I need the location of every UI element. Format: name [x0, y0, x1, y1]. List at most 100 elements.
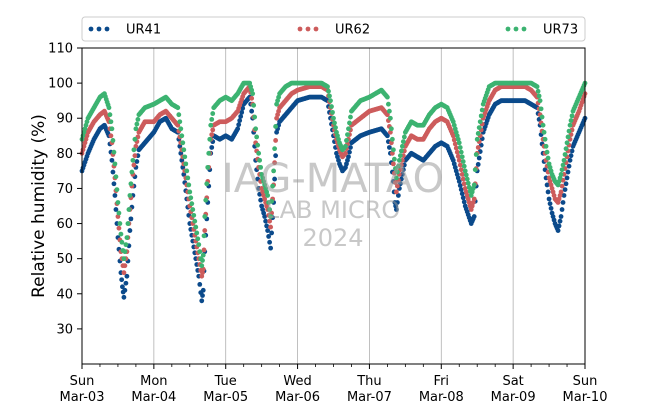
- data-point: [385, 101, 391, 107]
- legend-dot: [313, 26, 319, 32]
- data-point: [272, 176, 278, 182]
- data-point: [479, 107, 485, 113]
- data-point: [458, 187, 464, 193]
- data-point: [200, 293, 205, 298]
- data-point: [271, 168, 277, 174]
- x-tick-label-date: Mar-04: [131, 390, 176, 405]
- data-point: [208, 122, 214, 128]
- data-point: [465, 180, 471, 186]
- data-point: [123, 242, 129, 248]
- data-point: [272, 160, 278, 166]
- data-point: [557, 218, 563, 224]
- x-tick-label-day: Wed: [283, 374, 311, 389]
- data-point: [476, 155, 482, 161]
- data-point: [401, 134, 407, 140]
- data-point: [202, 228, 208, 233]
- data-point: [536, 93, 542, 99]
- data-point: [393, 189, 399, 195]
- data-point: [108, 119, 114, 125]
- data-point: [254, 134, 260, 140]
- series-UR41: [79, 94, 588, 304]
- y-tick-label: 40: [56, 287, 73, 302]
- data-point: [386, 145, 392, 150]
- data-point: [391, 156, 397, 162]
- data-point: [238, 114, 244, 119]
- data-point: [457, 145, 463, 150]
- data-point: [461, 181, 467, 187]
- data-point: [186, 182, 192, 188]
- data-point: [121, 270, 127, 276]
- data-point: [344, 138, 349, 143]
- data-point: [477, 119, 483, 125]
- data-point: [270, 183, 276, 189]
- legend-dot: [96, 26, 102, 32]
- data-point: [193, 224, 199, 230]
- data-point: [566, 163, 572, 169]
- data-point: [133, 126, 139, 132]
- x-tick-label-date: Mar-09: [491, 390, 536, 405]
- data-point: [127, 193, 133, 198]
- y-tick-label: 110: [48, 42, 73, 57]
- x-tick-label-day: Sun: [573, 374, 598, 389]
- data-point: [568, 118, 574, 123]
- data-point: [538, 106, 544, 112]
- data-point: [454, 149, 460, 155]
- watermark: IAG-MATAO LAB MICRO 2024: [222, 156, 444, 252]
- data-point: [119, 277, 125, 283]
- data-point: [257, 157, 263, 163]
- data-point: [564, 140, 570, 146]
- data-point: [458, 149, 464, 155]
- x-axis: SunMar-03MonMar-04TueMar-05WedMar-06ThuM…: [60, 364, 607, 405]
- data-point: [544, 149, 550, 155]
- legend-box: [81, 16, 586, 42]
- data-point: [192, 218, 198, 224]
- data-point: [329, 104, 334, 109]
- x-tick-label-day: Mon: [140, 374, 167, 389]
- data-point: [200, 252, 206, 258]
- data-point: [567, 122, 573, 128]
- x-tick-label-date: Mar-05: [203, 390, 248, 405]
- data-point: [119, 239, 125, 245]
- data-point: [561, 193, 567, 198]
- y-tick-label: 60: [56, 217, 73, 232]
- data-point: [112, 193, 118, 198]
- data-point: [563, 181, 569, 187]
- data-point: [120, 284, 125, 290]
- data-point: [462, 168, 468, 174]
- data-point: [471, 196, 477, 202]
- data-point: [460, 195, 466, 201]
- x-tick-label-day: Thu: [356, 374, 381, 389]
- data-point: [456, 140, 462, 146]
- data-point: [106, 105, 112, 111]
- data-point: [209, 132, 215, 138]
- data-point: [395, 193, 401, 198]
- data-point: [199, 263, 205, 269]
- watermark-line-3: 2024: [302, 224, 363, 252]
- data-point: [264, 223, 270, 229]
- data-point: [235, 126, 241, 132]
- data-point: [179, 133, 185, 139]
- data-point: [457, 162, 463, 168]
- data-point: [325, 84, 330, 90]
- data-point: [122, 249, 128, 255]
- legend-dot: [104, 26, 110, 32]
- data-point: [122, 263, 128, 269]
- data-point: [566, 128, 572, 134]
- data-point: [390, 147, 396, 153]
- data-point: [464, 176, 470, 182]
- data-point: [393, 207, 399, 212]
- data-point: [268, 224, 274, 230]
- data-point: [453, 145, 459, 151]
- data-point: [178, 126, 184, 132]
- data-point: [110, 169, 116, 175]
- data-point: [268, 245, 274, 251]
- data-point: [124, 235, 130, 241]
- data-point: [399, 143, 405, 149]
- data-point: [545, 155, 551, 161]
- data-point: [111, 181, 117, 187]
- data-point: [115, 200, 121, 205]
- x-tick-label-day: Tue: [214, 374, 237, 389]
- data-point: [204, 181, 210, 187]
- data-point: [347, 149, 352, 155]
